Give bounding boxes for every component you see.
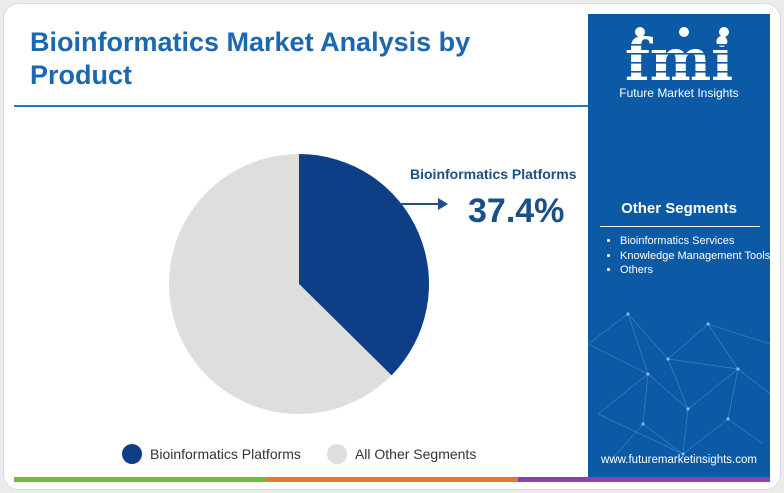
chart-card: Bioinformatics Market Analysis by Produc… bbox=[4, 4, 780, 489]
other-segments-list: Bioinformatics Services Knowledge Manage… bbox=[600, 234, 770, 278]
pie-chart bbox=[168, 154, 429, 414]
legend-swatch bbox=[122, 444, 142, 464]
pie-slice-1 bbox=[168, 154, 392, 414]
legend-label: Bioinformatics Platforms bbox=[150, 446, 301, 462]
callout-value: 37.4% bbox=[468, 192, 565, 230]
legend-swatch bbox=[326, 444, 347, 464]
list-item: Knowledge Management Tools bbox=[620, 249, 770, 264]
fmi-logo: fmi bbox=[616, 26, 742, 94]
side-panel: fmi Future Market Insights Other Segment… bbox=[588, 14, 770, 477]
other-segments-heading: Other Segments bbox=[621, 200, 737, 217]
list-item: Bioinformatics Services bbox=[620, 234, 770, 249]
website-url[interactable]: www.futuremarketinsights.com bbox=[601, 454, 757, 466]
network-background bbox=[588, 312, 770, 465]
bottom-bar-segment-1 bbox=[266, 477, 518, 482]
other-segments-divider bbox=[600, 226, 760, 227]
bottom-bar-segment-2 bbox=[518, 477, 770, 482]
bottom-color-bar bbox=[14, 477, 770, 482]
legend-item-0: Bioinformatics Platforms bbox=[122, 444, 301, 464]
callout-label: Bioinformatics Platforms bbox=[410, 166, 577, 182]
legend-label: All Other Segments bbox=[354, 446, 477, 462]
legend-item-1: All Other Segments bbox=[326, 444, 477, 464]
chart-title: Bioinformatics Market Analysis by Produc… bbox=[30, 27, 471, 90]
bottom-bar-segment-0 bbox=[14, 477, 266, 482]
chart-legend: Bioinformatics Platforms All Other Segmen… bbox=[122, 444, 502, 464]
list-item: Others bbox=[620, 263, 770, 278]
pie-slice-0 bbox=[299, 154, 429, 376]
title-divider bbox=[14, 105, 588, 107]
logo-subtitle: Future Market Insights bbox=[619, 86, 739, 100]
arrow-right-icon bbox=[398, 198, 448, 210]
logo-text: fmi bbox=[625, 26, 733, 94]
